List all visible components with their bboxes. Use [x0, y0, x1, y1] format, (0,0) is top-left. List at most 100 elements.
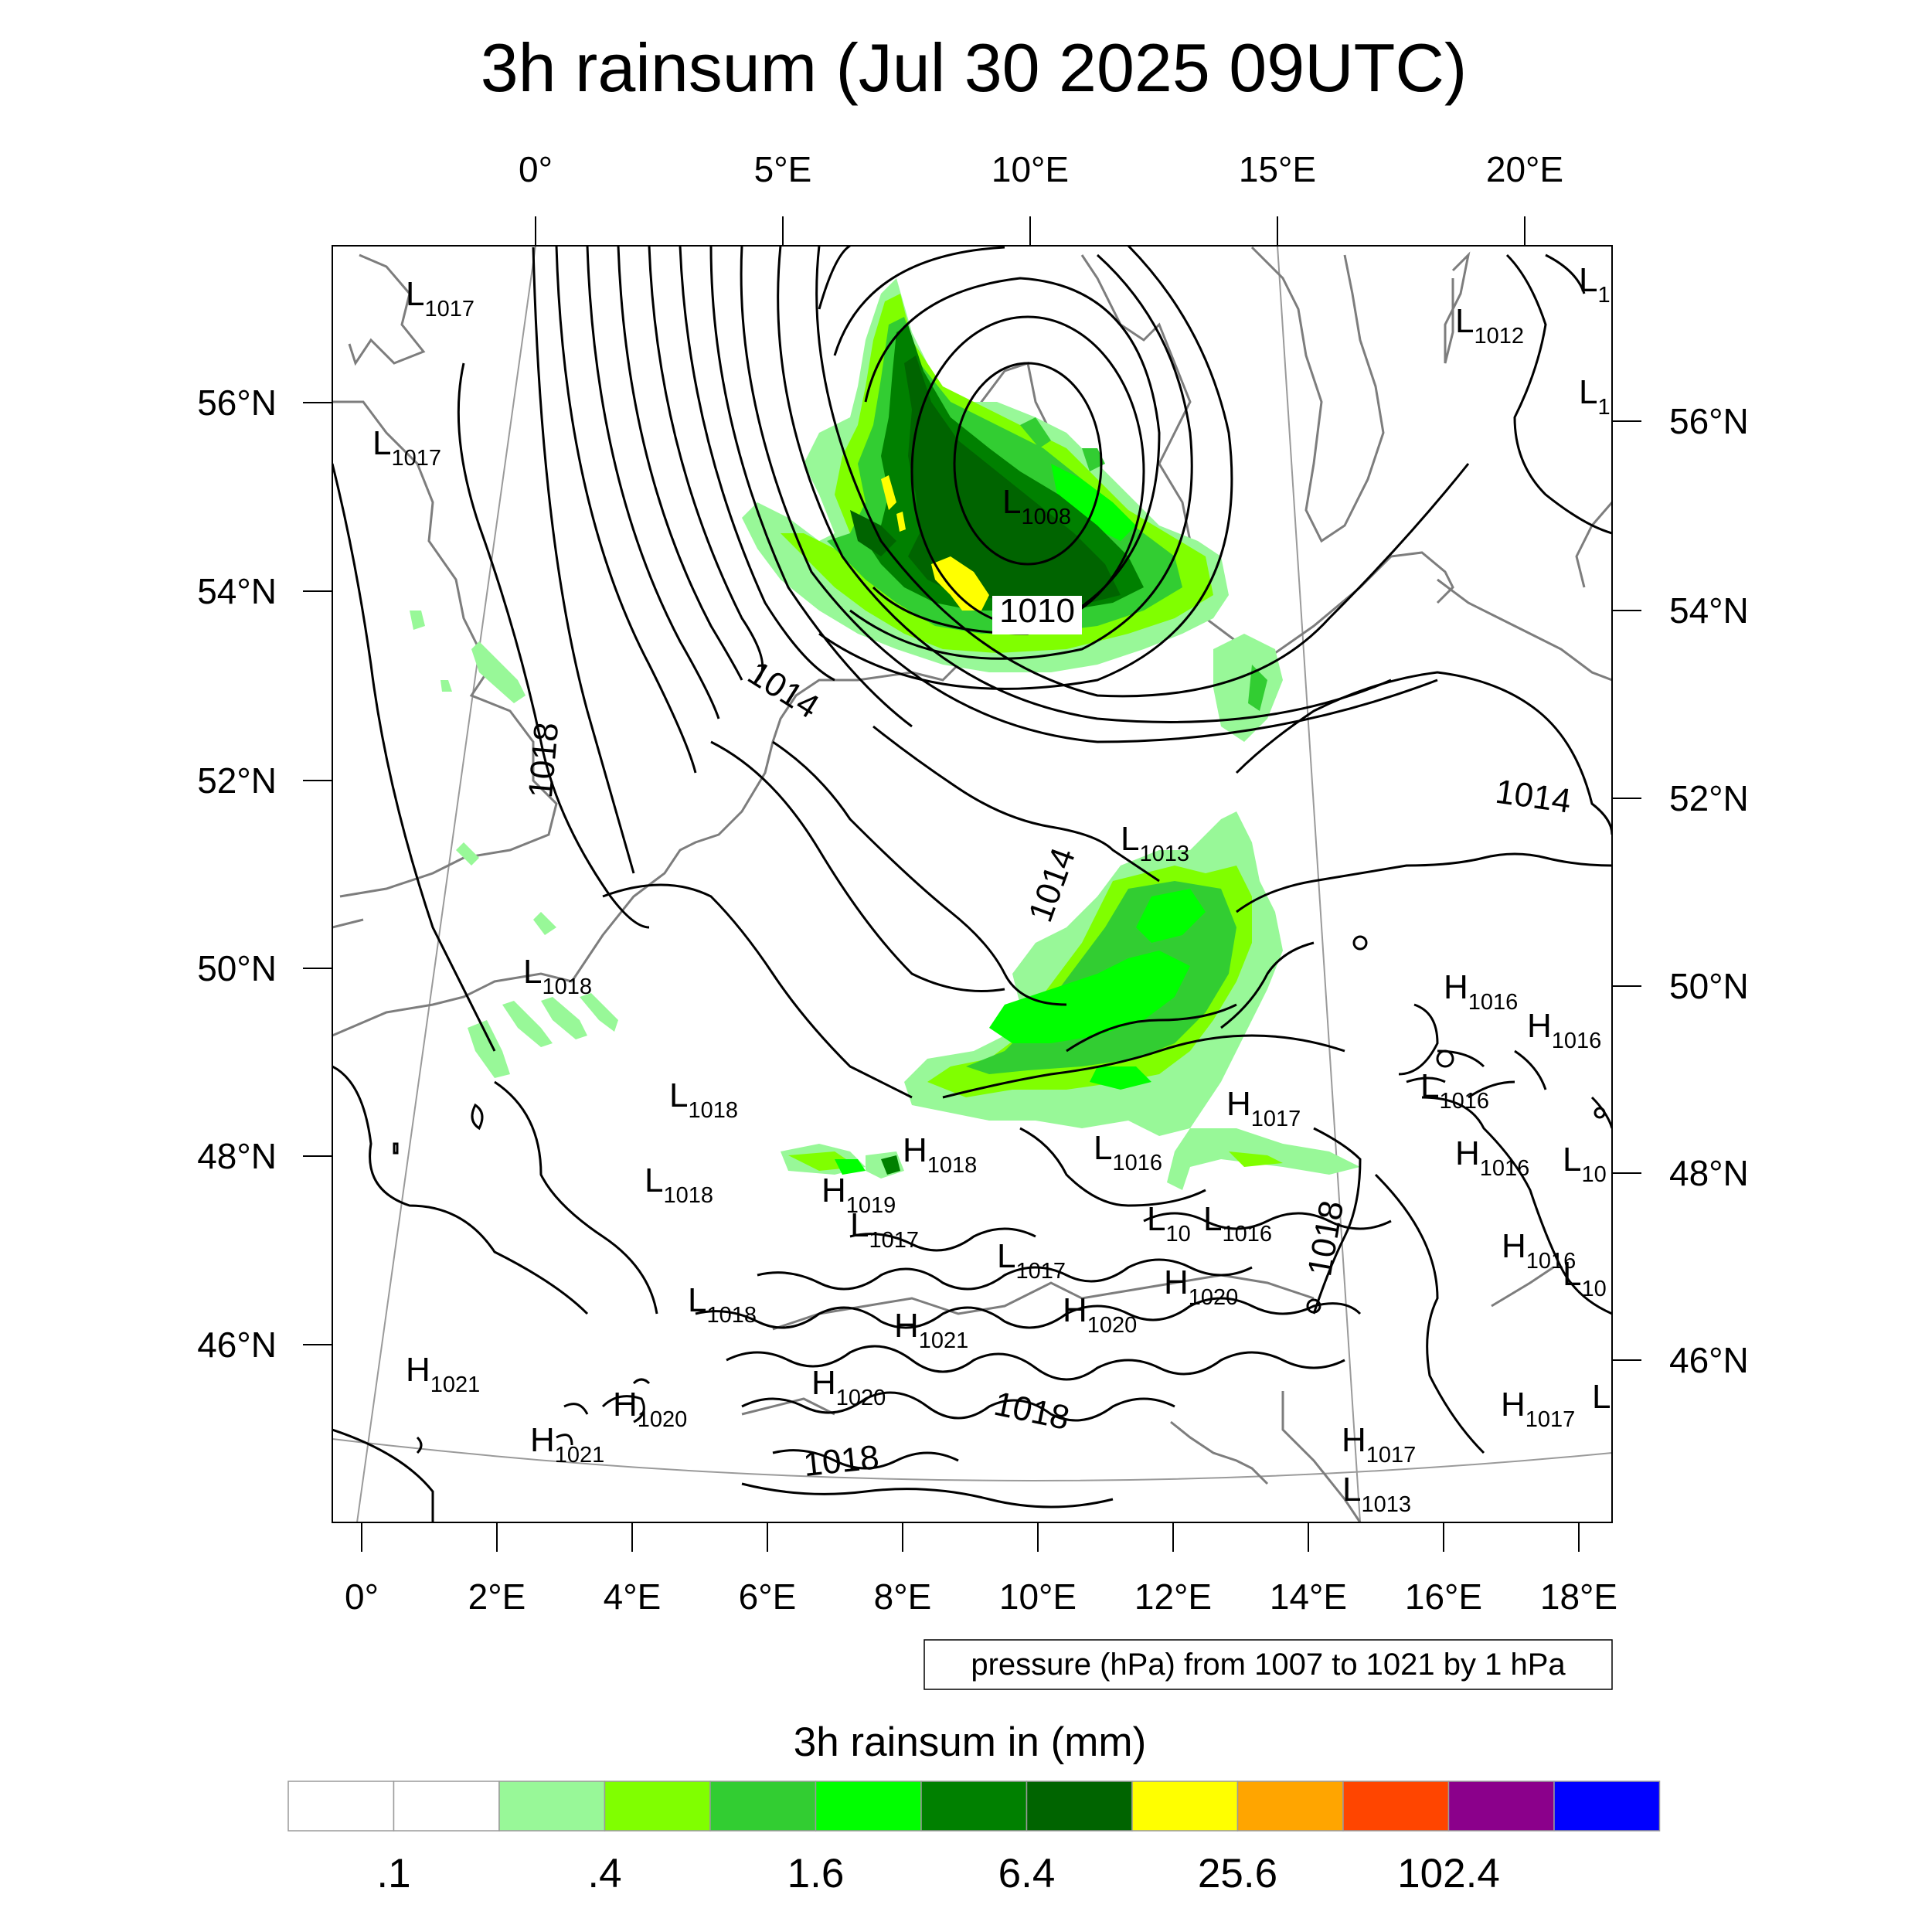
colorbar-tick-labels: .1 .4 1.6 6.4 25.6 102.4 — [376, 1851, 1499, 1896]
low-pressure-label: L1 — [1579, 261, 1611, 308]
right-lat-label: 54°N — [1669, 590, 1749, 631]
colorbar-swatch — [498, 1781, 606, 1832]
colorbar-tick-label: 102.4 — [1397, 1851, 1500, 1896]
high-pressure-label: H1017 — [1501, 1386, 1575, 1432]
top-lon-label: 5°E — [754, 149, 812, 189]
colorbar-tick-label: .1 — [376, 1851, 410, 1896]
top-lon-label: 0° — [519, 149, 553, 189]
low-pressure-label: L1017 — [850, 1206, 919, 1253]
low-pressure-label: L1008 — [1002, 483, 1071, 529]
isobar-label: 1018 — [801, 1438, 880, 1484]
top-longitude-labels: 0° 5°E 10°E 15°E 20°E — [519, 149, 1563, 189]
axis-ticks — [303, 216, 1641, 1552]
map-frame — [332, 245, 1613, 1523]
contour-info-box: pressure (hPa) from 1007 to 1021 by 1 hP… — [923, 1639, 1613, 1690]
colorbar-tick-label: .4 — [587, 1851, 621, 1896]
high-pressure-label: H1018 — [903, 1131, 977, 1178]
colorbar-swatch — [920, 1781, 1028, 1832]
right-lat-label: 48°N — [1669, 1153, 1749, 1193]
top-lon-label: 20°E — [1486, 149, 1563, 189]
bottom-lon-label: 12°E — [1134, 1577, 1212, 1617]
low-pressure-label: L1016 — [1420, 1067, 1489, 1114]
isobar-label: 1014 — [1493, 773, 1573, 821]
bottom-lon-label: 16°E — [1405, 1577, 1482, 1617]
left-lat-label: 54°N — [197, 571, 277, 611]
contour-info-text: pressure (hPa) from 1007 to 1021 by 1 hP… — [971, 1648, 1566, 1682]
bottom-longitude-labels: 0° 2°E 4°E 6°E 8°E 10°E 12°E 14°E 16°E 1… — [345, 1577, 1617, 1617]
low-pressure-label: L1017 — [997, 1237, 1066, 1284]
low-pressure-label: L1013 — [1342, 1471, 1411, 1517]
bottom-lon-label: 14°E — [1270, 1577, 1347, 1617]
rain-colorbar-legend: 3h rainsum in (mm) .1 .4 1.6 6.4 25.6 102.4 — [287, 1719, 1661, 1896]
high-pressure-label: H1016 — [1455, 1134, 1529, 1181]
isobar-label: 1018 — [991, 1385, 1073, 1437]
colorbar-swatch — [1236, 1781, 1344, 1832]
colorbar-swatch — [709, 1781, 817, 1832]
low-pressure-label: L — [1592, 1378, 1611, 1416]
isobar-label: 1014 — [1022, 843, 1083, 927]
low-pressure-label: L1016 — [1203, 1200, 1272, 1247]
colorbar-swatch — [393, 1781, 500, 1832]
isobar-label-text: 1018 — [991, 1385, 1073, 1437]
low-pressure-label: L1016 — [1094, 1129, 1162, 1175]
bottom-lon-label: 4°E — [604, 1577, 662, 1617]
isobar-label-text: 1018 — [801, 1438, 880, 1484]
low-pressure-label: L1018 — [688, 1281, 757, 1328]
left-lat-label: 48°N — [197, 1136, 277, 1176]
colorbar-swatches — [287, 1781, 1661, 1832]
colorbar-swatch — [815, 1781, 922, 1832]
left-lat-label: 56°N — [197, 383, 277, 423]
colorbar-swatch — [1553, 1781, 1661, 1832]
legend-title: 3h rainsum in (mm) — [794, 1719, 1146, 1765]
high-pressure-label: H1017 — [1226, 1085, 1301, 1131]
high-pressure-label: H1020 — [1063, 1291, 1137, 1338]
colorbar-swatch — [1026, 1781, 1133, 1832]
high-pressure-label: H1016 — [1527, 1007, 1601, 1053]
isobars — [332, 246, 1612, 1522]
high-pressure-label: H1016 — [1502, 1227, 1576, 1274]
colorbar-swatch — [604, 1781, 711, 1832]
bottom-lon-label: 0° — [345, 1577, 379, 1617]
graticule — [332, 246, 1612, 1522]
high-pressure-label: H1019 — [821, 1172, 896, 1218]
map-panel: L1017L1017L1012L1L1L1008L1013L1018L1018L… — [332, 245, 1613, 1523]
low-pressure-label: L10 — [1147, 1200, 1191, 1247]
bottom-lon-label: 18°E — [1540, 1577, 1617, 1617]
isobar-label: 1018 — [522, 721, 566, 800]
right-lat-label: 46°N — [1669, 1340, 1749, 1380]
high-pressure-label: H1020 — [1164, 1264, 1238, 1310]
low-pressure-label: L1017 — [372, 424, 441, 471]
isobar-label-text: 1018 — [522, 721, 566, 800]
bottom-lon-label: 8°E — [874, 1577, 932, 1617]
high-pressure-label: H1017 — [1342, 1421, 1416, 1468]
isobar-label-text: 1014 — [1493, 773, 1573, 821]
right-lat-label: 52°N — [1669, 778, 1749, 818]
left-latitude-labels: 56°N 54°N 52°N 50°N 48°N 46°N — [197, 383, 277, 1365]
low-pressure-label: L1018 — [645, 1162, 713, 1208]
high-pressure-label: H1021 — [894, 1307, 968, 1353]
isobar-label: 1010 — [992, 592, 1082, 634]
high-pressure-label: H1020 — [811, 1364, 886, 1410]
bottom-lon-label: 10°E — [999, 1577, 1077, 1617]
low-pressure-label: L1018 — [523, 953, 592, 999]
top-lon-label: 15°E — [1239, 149, 1316, 189]
right-latitude-labels: 56°N 54°N 52°N 50°N 48°N 46°N — [1669, 401, 1749, 1380]
bottom-lon-label: 2°E — [468, 1577, 526, 1617]
high-pressure-label: H1021 — [406, 1351, 480, 1397]
left-lat-label: 52°N — [197, 760, 277, 801]
colorbar-tick-label: 6.4 — [998, 1851, 1056, 1896]
isobar-label-text: 1010 — [999, 592, 1075, 630]
colorbar-swatch — [1447, 1781, 1555, 1832]
high-pressure-label: H1021 — [530, 1421, 604, 1468]
colorbar-swatch — [1342, 1781, 1450, 1832]
low-pressure-label: L1 — [1579, 373, 1611, 420]
right-lat-label: 56°N — [1669, 401, 1749, 441]
low-pressure-label: L1013 — [1121, 820, 1189, 866]
colorbar-swatch — [287, 1781, 395, 1832]
high-pressure-label: H1016 — [1444, 968, 1518, 1015]
top-lon-label: 10°E — [992, 149, 1069, 189]
colorbar-tick-label: 1.6 — [787, 1851, 845, 1896]
pressure-system-labels: L1017L1017L1012L1L1L1008L1013L1018L1018L… — [372, 261, 1611, 1517]
high-pressure-label: H1020 — [613, 1386, 687, 1432]
